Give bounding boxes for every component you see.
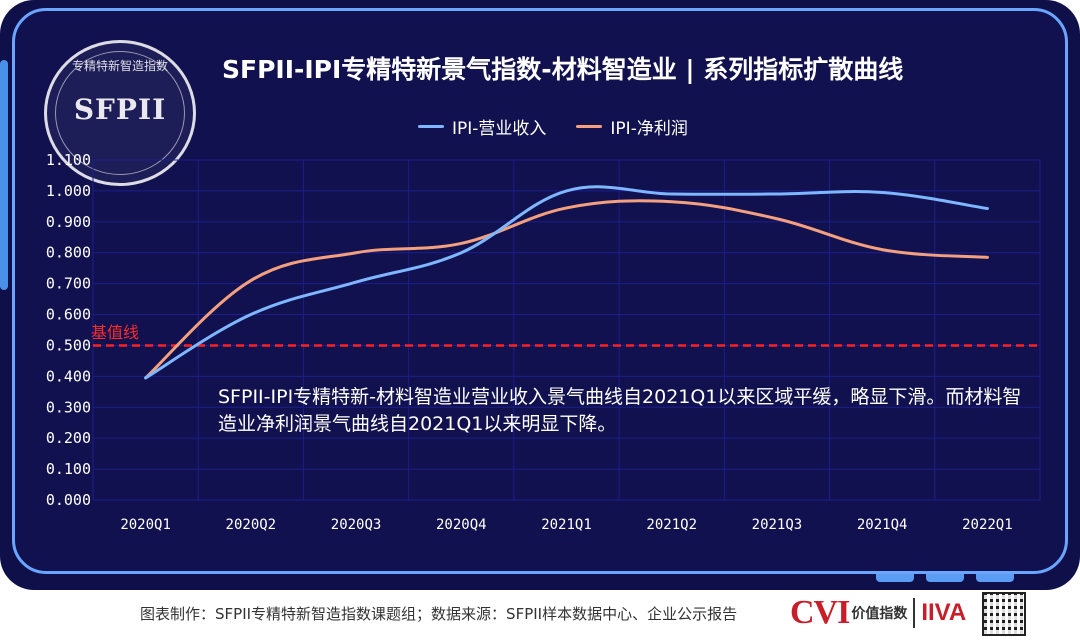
y-tick-label: 0.700 [46, 275, 91, 293]
left-accent-bar [0, 60, 8, 290]
cvi-logo: CVI [790, 594, 850, 631]
y-tick-label: 0.400 [46, 367, 91, 385]
y-tick-label: 0.900 [46, 213, 91, 231]
iiva-logo: IIVA [921, 599, 967, 626]
chart-title: SFPII-IPI专精特新景气指数-材料智造业 | 系列指标扩散曲线 [222, 55, 904, 84]
logo-name: SFPII [73, 93, 167, 126]
x-tick-label: 2021Q2 [646, 517, 697, 533]
x-tick-label: 2021Q3 [752, 517, 803, 533]
legend-item-revenue[interactable]: IPI-营业收入 [418, 114, 546, 139]
x-tick-label: 2020Q2 [226, 517, 277, 533]
brand-logos: CVI 价值指数 IIVA [790, 594, 967, 631]
y-tick-label: 1.000 [46, 182, 91, 200]
y-tick-label: 1.100 [46, 151, 91, 169]
footer-source: 图表制作：SFPII专精特新智造指数课题组；数据来源：SFPII样本数据中心、企… [140, 605, 738, 623]
qr-code-icon [982, 592, 1026, 636]
legend-label-revenue: IPI-营业收入 [452, 118, 547, 139]
y-tick-label: 0.300 [46, 398, 91, 416]
legend: IPI-营业收入 IPI-净利润 [418, 114, 718, 139]
y-tick-label: 0.800 [46, 244, 91, 262]
logo-ring-text: 专精特新智造指数 [71, 59, 168, 73]
y-tick-label: 0.500 [46, 336, 91, 354]
brand-divider [913, 598, 916, 628]
cvi-logo-cn: 价值指数 [851, 606, 908, 622]
x-tick-label: 2022Q1 [962, 517, 1013, 533]
legend-swatch-profit [576, 124, 603, 128]
y-tick-label: 0.200 [46, 429, 91, 447]
x-tick-label: 2020Q3 [331, 517, 382, 533]
y-tick-label: 0.000 [46, 491, 91, 509]
x-tick-label: 2020Q4 [436, 517, 487, 533]
bottom-tab [876, 574, 914, 582]
bottom-tab [976, 574, 1014, 582]
x-tick-label: 2020Q1 [120, 517, 171, 533]
series-line-profit [144, 199, 989, 380]
x-tick-label: 2021Q1 [541, 517, 592, 533]
baseline-label: 基值线 [91, 323, 140, 342]
legend-label-profit: IPI-净利润 [610, 118, 688, 139]
legend-swatch-revenue [418, 124, 444, 128]
x-tick-label: 2021Q4 [857, 517, 908, 533]
y-tick-label: 0.100 [46, 460, 91, 478]
y-tick-label: 0.600 [46, 306, 91, 324]
chart-annotation: SFPII-IPI专精特新-材料智造业营业收入景气曲线自2021Q1以来区域平缓… [218, 386, 1022, 435]
legend-item-profit[interactable]: IPI-净利润 [576, 114, 688, 139]
logo-ring [55, 51, 185, 175]
bottom-tab [926, 574, 964, 582]
sfpii-logo: 专精特新智造指数 SFPII [44, 40, 196, 186]
series-line-revenue [144, 185, 989, 380]
